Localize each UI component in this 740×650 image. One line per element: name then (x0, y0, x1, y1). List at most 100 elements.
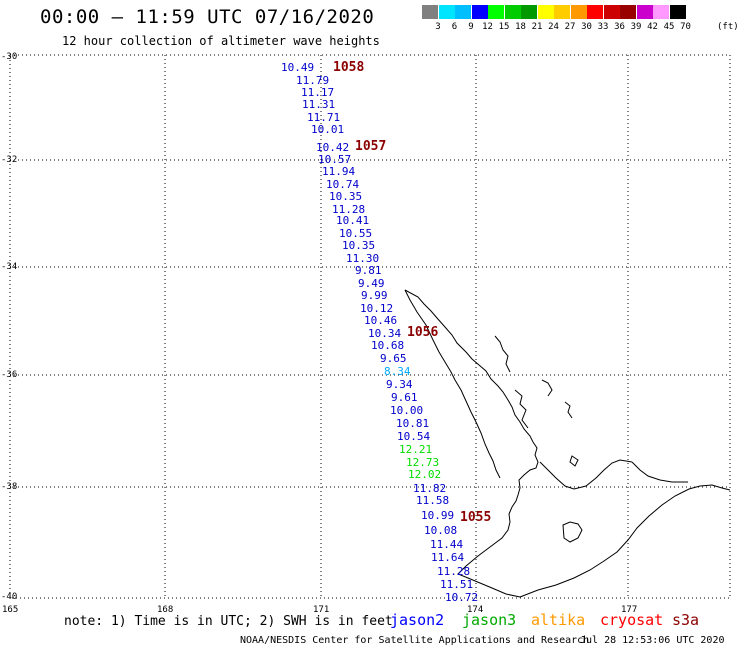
satellite-legend-jason3: jason3 (462, 611, 517, 629)
colorbar-swatch (488, 5, 504, 19)
colorbar-label: 27 (564, 22, 576, 32)
longitude-label: 177 (621, 605, 638, 615)
longitude-label: 168 (157, 605, 174, 615)
colorbar-label: 45 (663, 22, 675, 32)
swh-value: 11.28 (437, 565, 471, 578)
colorbar-swatch (504, 5, 521, 19)
colorbar-label: 12 (482, 22, 493, 32)
colorbar-label: 15 (498, 22, 510, 32)
swh-value: 11.44 (430, 538, 464, 551)
swh-value: 11.79 (296, 74, 330, 87)
latitude-label: -38 (1, 482, 18, 492)
generated-timestamp: Jul 28 12:53:06 UTC 2020 (580, 635, 725, 646)
colorbar-swatch (669, 5, 686, 19)
swh-value: 11.17 (301, 86, 335, 99)
swh-value: 10.42 (316, 141, 350, 154)
swh-value: 9.49 (358, 277, 385, 290)
time-marker: 1055 (460, 510, 492, 525)
latitude-label: -36 (1, 370, 18, 380)
swh-value: 10.49 (281, 61, 315, 74)
map-subtitle: 12 hour collection of altimeter wave hei… (62, 34, 380, 48)
colorbar-unit: (ft) (717, 22, 739, 32)
colorbar-label: 36 (614, 22, 625, 32)
map-frame (9, 54, 731, 599)
swh-value: 10.57 (318, 153, 352, 166)
swh-value: 10.35 (329, 190, 363, 203)
swh-value: 11.30 (346, 252, 380, 265)
swh-value: 11.28 (332, 203, 366, 216)
colorbar-swatch (554, 5, 570, 19)
colorbar-swatch (422, 5, 438, 19)
swh-value: 10.01 (311, 123, 345, 136)
colorbar-swatch (455, 5, 471, 19)
satellite-legend-jason2: jason2 (390, 611, 445, 629)
latitude-label: -40 (1, 592, 18, 602)
colorbar-swatch (653, 5, 669, 19)
coastline (404, 289, 731, 598)
colorbar-swatch (438, 5, 455, 19)
swh-value: 8.34 (384, 365, 411, 378)
swh-value: 9.61 (391, 391, 418, 404)
colorbar-label: 33 (597, 22, 609, 32)
colorbar-swatch (603, 5, 620, 19)
swh-value: 11.64 (431, 551, 465, 564)
swh-value: 12.73 (406, 456, 440, 469)
swh-value: 10.35 (342, 239, 376, 252)
colorbar-label: 24 (548, 22, 559, 32)
swh-value: 10.12 (360, 302, 394, 315)
swh-value: 11.31 (302, 98, 336, 111)
swh-value: 10.74 (326, 178, 360, 191)
swh-value: 11.51 (440, 578, 474, 591)
satellite-legend-cryosat: cryosat (600, 611, 664, 629)
swh-value: 10.72 (445, 591, 479, 604)
swh-value: 9.99 (361, 289, 388, 302)
colorbar-label: 42 (647, 22, 658, 32)
longitude-label: 165 (2, 605, 19, 615)
swh-value: 9.34 (386, 378, 413, 391)
graticule (10, 55, 730, 598)
credit-line: NOAA/NESDIS Center for Satellite Applica… (240, 635, 590, 646)
swh-value: 12.02 (408, 468, 442, 481)
colorbar-label: 21 (531, 22, 543, 32)
latitude-label: -32 (1, 155, 18, 165)
colorbar-swatch (537, 5, 554, 19)
latitude-label: -30 (1, 52, 18, 62)
swh-value: 12.21 (399, 443, 433, 456)
colorbar-swatch (521, 5, 537, 19)
swh-value: 10.68 (371, 339, 405, 352)
latitude-label: -34 (1, 262, 18, 272)
time-marker: 1056 (407, 325, 439, 340)
swh-value: 11.94 (322, 165, 356, 178)
swh-value: 10.81 (396, 417, 430, 430)
swh-value: 11.58 (416, 494, 450, 507)
colorbar-swatch (471, 5, 488, 19)
time-marker: 1057 (355, 139, 387, 154)
colorbar-label: 70 (680, 22, 691, 32)
swh-value: 10.99 (421, 509, 455, 522)
swh-value: 10.34 (368, 327, 402, 340)
swh-value: 10.46 (364, 314, 398, 327)
colorbar-label: 6 (451, 22, 458, 32)
colorbar-label: 30 (581, 22, 592, 32)
longitude-label: 174 (467, 605, 484, 615)
colorbar-label: 3 (435, 22, 441, 32)
swh-value: 11.82 (413, 482, 447, 495)
colorbar-swatch (570, 5, 587, 19)
colorbar-swatch (587, 5, 603, 19)
swh-value: 9.81 (355, 264, 382, 277)
map-title: 00:00 – 11:59 UTC 07/16/2020 (40, 6, 375, 28)
swh-value: 11.71 (307, 111, 341, 124)
colorbar-label: 9 (468, 22, 474, 32)
colorbar-swatch (636, 5, 653, 19)
time-marker: 1058 (333, 60, 365, 75)
swh-value: 10.08 (424, 524, 458, 537)
swh-value: 10.00 (390, 404, 424, 417)
colorbar-label: 39 (630, 22, 642, 32)
footnote: note: 1) Time is in UTC; 2) SWH is in fe… (64, 614, 393, 629)
colorbar-swatch (620, 5, 636, 19)
satellite-legend-s3a: s3a (672, 611, 700, 629)
colorbar-label: 18 (515, 22, 526, 32)
swh-value: 10.41 (336, 214, 370, 227)
swh-value: 10.55 (339, 227, 373, 240)
